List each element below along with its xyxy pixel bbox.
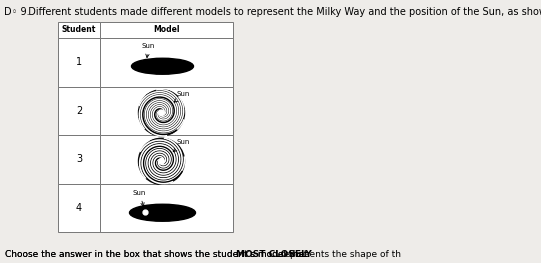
Bar <box>100 184 233 232</box>
Text: 3: 3 <box>76 154 82 164</box>
Bar <box>58 38 100 87</box>
Text: Different students made different models to represent the Milky Way and the posi: Different students made different models… <box>22 7 541 17</box>
Text: Model: Model <box>153 26 180 34</box>
Circle shape <box>138 138 184 184</box>
Bar <box>58 135 100 184</box>
Text: Sun: Sun <box>173 139 190 152</box>
Bar <box>58 87 100 135</box>
Text: Sun: Sun <box>142 43 155 58</box>
Bar <box>100 135 233 184</box>
Bar <box>58 22 100 38</box>
Text: Choose the answer in the box that shows the student’s model that: Choose the answer in the box that shows … <box>5 250 311 259</box>
Ellipse shape <box>129 204 195 221</box>
Bar <box>58 184 100 232</box>
Text: 1: 1 <box>76 57 82 67</box>
Circle shape <box>159 110 164 115</box>
Text: MOST CLOSELY: MOST CLOSELY <box>236 250 312 259</box>
Ellipse shape <box>131 58 194 74</box>
Text: Choose the answer in the box that shows the student’s model that: Choose the answer in the box that shows … <box>5 250 311 259</box>
Text: D◦ 9.: D◦ 9. <box>4 7 30 17</box>
Bar <box>100 38 233 87</box>
Text: 2: 2 <box>76 106 82 116</box>
Bar <box>100 22 233 38</box>
Circle shape <box>159 159 164 164</box>
Text: Choose the answer in the box that shows the student’s model that MOST CLOSELY: Choose the answer in the box that shows … <box>5 250 378 259</box>
Text: 4: 4 <box>76 203 82 213</box>
Text: Student: Student <box>62 26 96 34</box>
Text: Sun: Sun <box>174 91 190 102</box>
Circle shape <box>138 90 184 136</box>
Text: represents the shape of th: represents the shape of th <box>279 250 401 259</box>
Text: Sun: Sun <box>133 190 146 206</box>
Bar <box>100 87 233 135</box>
